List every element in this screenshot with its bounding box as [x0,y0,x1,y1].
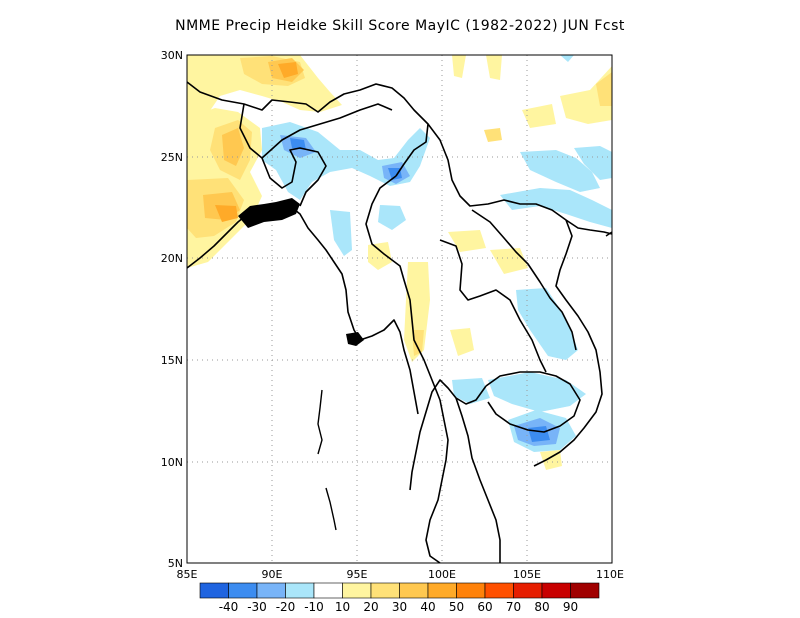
x-axis: 85E 90E 95E 100E 105E 110E [177,568,624,581]
laos-vietnam-border [471,209,577,351]
skill-area-negative [290,138,306,150]
plot-border [186,54,613,564]
malay-peninsula-coast [425,419,449,564]
colorbar-swatch [285,582,315,599]
colorbar-swatch [541,582,571,599]
colorbar-swatch [256,582,286,599]
skill-area-negative [520,150,600,192]
skill-shading [187,55,612,470]
thailand-gulf-coast [409,379,487,491]
andaman-islands [317,389,323,455]
map-title: NMME Precip Heidke Skill Score MayIC (19… [175,18,625,34]
skill-area-positive [522,104,556,128]
colorbar-labels: -40 -30 -20 -10 10 20 30 40 50 60 70 80 90 [219,600,578,614]
colorbar [199,582,600,599]
myanmar-china-border [365,175,445,421]
skill-area-positive [484,128,502,142]
colorbar-label: 10 [335,600,350,614]
india-ne-border [261,103,393,159]
colorbar-swatch [484,582,514,599]
skill-area-positive [215,205,238,222]
colorbar-label: 80 [534,600,549,614]
skill-area-positive [278,62,298,78]
colorbar-swatch [342,582,372,599]
nicobar-islands [325,487,337,531]
skill-area-positive [412,330,424,356]
colorbar-swatch [199,582,229,599]
x-tick-label: 90E [262,568,283,581]
colorbar-label: 40 [420,600,435,614]
y-axis: 5N 10N 15N 20N 25N 30N [161,49,183,570]
y-tick-label: 20N [161,252,183,265]
x-tick-label: 110E [596,568,624,581]
colorbar-swatch [228,582,258,599]
x-tick-label: 105E [513,568,541,581]
y-tick-label: 10N [161,456,183,469]
skill-area-positive [486,55,502,80]
y-tick-label: 30N [161,49,183,62]
coastlines-borders [186,81,613,564]
skill-area-positive [596,72,612,106]
skill-area-positive [448,230,486,252]
y-tick-label: 25N [161,151,183,164]
colorbar-swatch [456,582,486,599]
ganges-delta [238,198,300,228]
thailand-laos-border [439,239,547,373]
hainan-fragment [605,231,613,237]
skill-area-negative [500,188,612,228]
skill-area-negative [560,55,574,62]
skill-area-positive [540,450,562,470]
india-bangladesh-coast [186,205,361,341]
bangladesh-border [239,103,327,207]
islands [317,231,613,531]
y-tick-label: 15N [161,354,183,367]
colorbar-label: -40 [219,600,239,614]
skill-area-negative [574,146,612,180]
colorbar-swatch [570,582,600,599]
colorbar-label: 20 [363,600,378,614]
colorbar-label: 30 [392,600,407,614]
colorbar-label: 70 [506,600,521,614]
colorbar-label: -10 [304,600,324,614]
skill-area-negative [452,378,490,404]
skill-area-negative [488,372,586,412]
x-tick-label: 95E [347,568,368,581]
y-tick-label: 5N [168,557,183,570]
x-tick-label: 100E [428,568,456,581]
colorbar-label: 50 [449,600,464,614]
china-indochina-border [427,123,613,235]
skill-area-positive [560,66,612,124]
skill-area-positive [450,328,474,356]
myanmar-coast [359,319,419,415]
skill-area-negative [516,288,578,360]
colorbar-label: 60 [477,600,492,614]
peninsula-east-coast [455,397,501,563]
colorbar-label: -30 [247,600,267,614]
himalaya-border [186,81,429,177]
skill-area-negative [330,210,352,256]
vietnam-coast [533,219,603,467]
colorbar-label: 90 [563,600,578,614]
colorbar-swatch [513,582,543,599]
skill-area-positive [368,242,392,270]
cambodia-border [485,371,581,433]
skill-area-positive [404,262,430,362]
skill-area-negative [378,205,406,230]
colorbar-swatch [399,582,429,599]
skill-area-positive [452,55,466,78]
irrawaddy-delta [346,332,364,346]
colorbar-swatch [313,582,343,599]
x-tick-label: 85E [177,568,198,581]
colorbar-label: -20 [276,600,296,614]
colorbar-swatch [427,582,457,599]
graticule [187,55,612,563]
colorbar-swatch [370,582,400,599]
